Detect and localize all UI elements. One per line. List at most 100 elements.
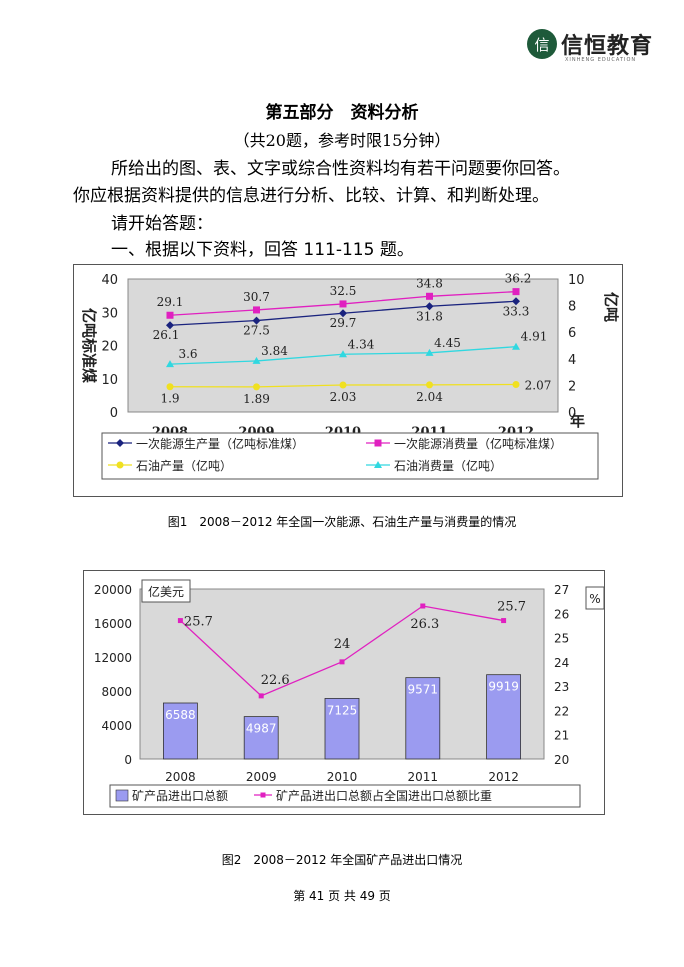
instruction-line-2: 你应根据资料提供的信息进行分析、比较、计算、和判断处理。: [73, 186, 549, 206]
legend-label: 一次能源消费量（亿吨标准煤）: [394, 436, 562, 451]
left-axis-tick-label: 40: [101, 273, 118, 288]
data-label: 2.03: [330, 390, 357, 404]
right-axis-tick-label: 20: [554, 753, 569, 767]
legend-label: 石油产量（亿吨）: [136, 458, 232, 473]
data-point: [501, 618, 507, 624]
left-axis-tick-label: 12000: [94, 651, 132, 665]
data-point: [426, 381, 433, 389]
legend-marker: [260, 792, 266, 798]
brand-name: 信恒教育: [561, 34, 654, 59]
line-data-label: 25.7: [184, 615, 213, 630]
line-data-label: 22.6: [261, 673, 290, 688]
data-point: [252, 356, 261, 364]
line-data-label: 24: [334, 637, 351, 652]
data-point: [512, 288, 520, 296]
bar-label: 7125: [327, 703, 358, 717]
data-label: 2.04: [416, 390, 443, 404]
data-label: 4.91: [521, 330, 548, 344]
legend-marker: [374, 439, 382, 447]
section-subtitle: （共20题，参考时限15分钟）: [233, 131, 451, 150]
left-axis-tick-label: 30: [101, 306, 118, 321]
page-number: 第 41 页 共 49 页: [293, 889, 391, 903]
right-axis-tick-label: 4: [568, 353, 576, 368]
x-axis-tick-label: 2012: [488, 770, 519, 784]
left-axis-label: 亿吨标准煤: [80, 308, 98, 383]
data-point: [166, 311, 174, 319]
logo-icon: 信: [527, 29, 557, 59]
bar: [243, 716, 279, 760]
data-point: [177, 618, 183, 624]
figure-2-caption: 图2 2008－2012 年全国矿产品进出口情况: [221, 853, 463, 867]
left-axis-tick-label: 16000: [94, 617, 132, 631]
data-label: 3.84: [261, 344, 288, 358]
right-axis-tick-label: 21: [554, 729, 569, 743]
bar: [405, 677, 441, 760]
data-label: 2.07: [525, 378, 552, 392]
bar: [163, 702, 198, 760]
data-point: [425, 302, 434, 311]
data-point: [512, 380, 520, 388]
instruction-line-1: 所给出的图、表、文字或综合性资料均有若干问题要你回答。: [111, 159, 570, 179]
data-point: [339, 659, 345, 665]
bar-label: 6588: [165, 708, 196, 722]
right-axis-tick-label: 24: [554, 656, 569, 670]
brand-logo: 信 信恒教育: [527, 28, 653, 60]
data-point: [339, 350, 347, 358]
x-axis-tick-label: 2009: [246, 770, 277, 784]
x-axis-tick-label: 2011: [408, 770, 439, 784]
left-axis-tick-label: 0: [110, 406, 118, 421]
legend-marker: [116, 439, 124, 447]
question-group-heading: 一、根据以下资料，回答 111-115 题。: [111, 240, 414, 260]
data-label: 4.45: [434, 336, 461, 350]
data-label: 36.2: [505, 272, 532, 286]
line-data-label: 25.7: [497, 600, 526, 615]
left-axis-tick-label: 10: [101, 373, 118, 388]
right-axis-tick-label: 6: [568, 326, 576, 341]
legend-marker: [115, 789, 129, 802]
bar-label: 9571: [408, 683, 439, 697]
legend-box: [101, 432, 599, 480]
right-axis-tick-label: 8: [568, 300, 576, 315]
data-label: 3.6: [178, 347, 197, 361]
data-point: [339, 381, 347, 389]
data-label: 30.7: [243, 290, 270, 304]
bar: [486, 674, 522, 760]
right-axis-tick-label: 22: [554, 704, 569, 718]
data-label: 33.3: [503, 304, 530, 318]
data-label: 1.89: [243, 392, 270, 406]
legend-label: 矿产品进出口总额: [132, 789, 228, 803]
legend-label: 一次能源生产量（亿吨标准煤）: [136, 436, 304, 451]
right-axis-tick-label: 0: [568, 406, 576, 421]
data-point: [253, 383, 260, 391]
right-axis-label: 亿吨: [602, 292, 620, 322]
data-point: [166, 321, 174, 330]
data-point: [512, 297, 520, 306]
data-point: [166, 360, 174, 368]
figure-2-chart: 0 4000 8000 12000 16000 20000 20 21 22 23 24 25 26 27…: [94, 579, 605, 808]
data-point: [339, 300, 347, 308]
data-point: [339, 309, 347, 318]
right-axis-label: %: [589, 592, 600, 606]
legend-label: 矿产品进出口总额占全国进出口总额比重: [276, 788, 492, 803]
data-label: 29.7: [330, 316, 357, 330]
right-axis-tick-label: 23: [554, 680, 569, 694]
data-label: 1.9: [160, 392, 179, 406]
instruction-line-3: 请开始答题：: [111, 214, 213, 234]
data-point: [253, 306, 260, 314]
x-axis-tick-label: 2010: [327, 770, 358, 784]
data-label: 29.1: [157, 295, 184, 309]
left-axis-tick-label: 4000: [101, 719, 132, 733]
right-axis-tick-label: 26: [554, 607, 569, 621]
data-point: [420, 603, 426, 609]
data-label: 26.1: [153, 328, 180, 342]
figure-1-caption: 图1 2008－2012 年全国一次能源、石油生产量与消费量的情况: [167, 515, 517, 529]
right-axis-tick-label: 27: [554, 583, 569, 597]
x-axis-label: 年: [570, 412, 585, 430]
legend-marker: [374, 461, 382, 468]
data-point: [258, 693, 264, 699]
legend-marker: [116, 461, 124, 469]
line-data-label: 26.3: [410, 617, 439, 632]
right-axis-tick-label: 2: [568, 379, 576, 394]
right-axis-tick-label: 25: [554, 632, 569, 646]
bar-label: 9919: [488, 680, 519, 694]
